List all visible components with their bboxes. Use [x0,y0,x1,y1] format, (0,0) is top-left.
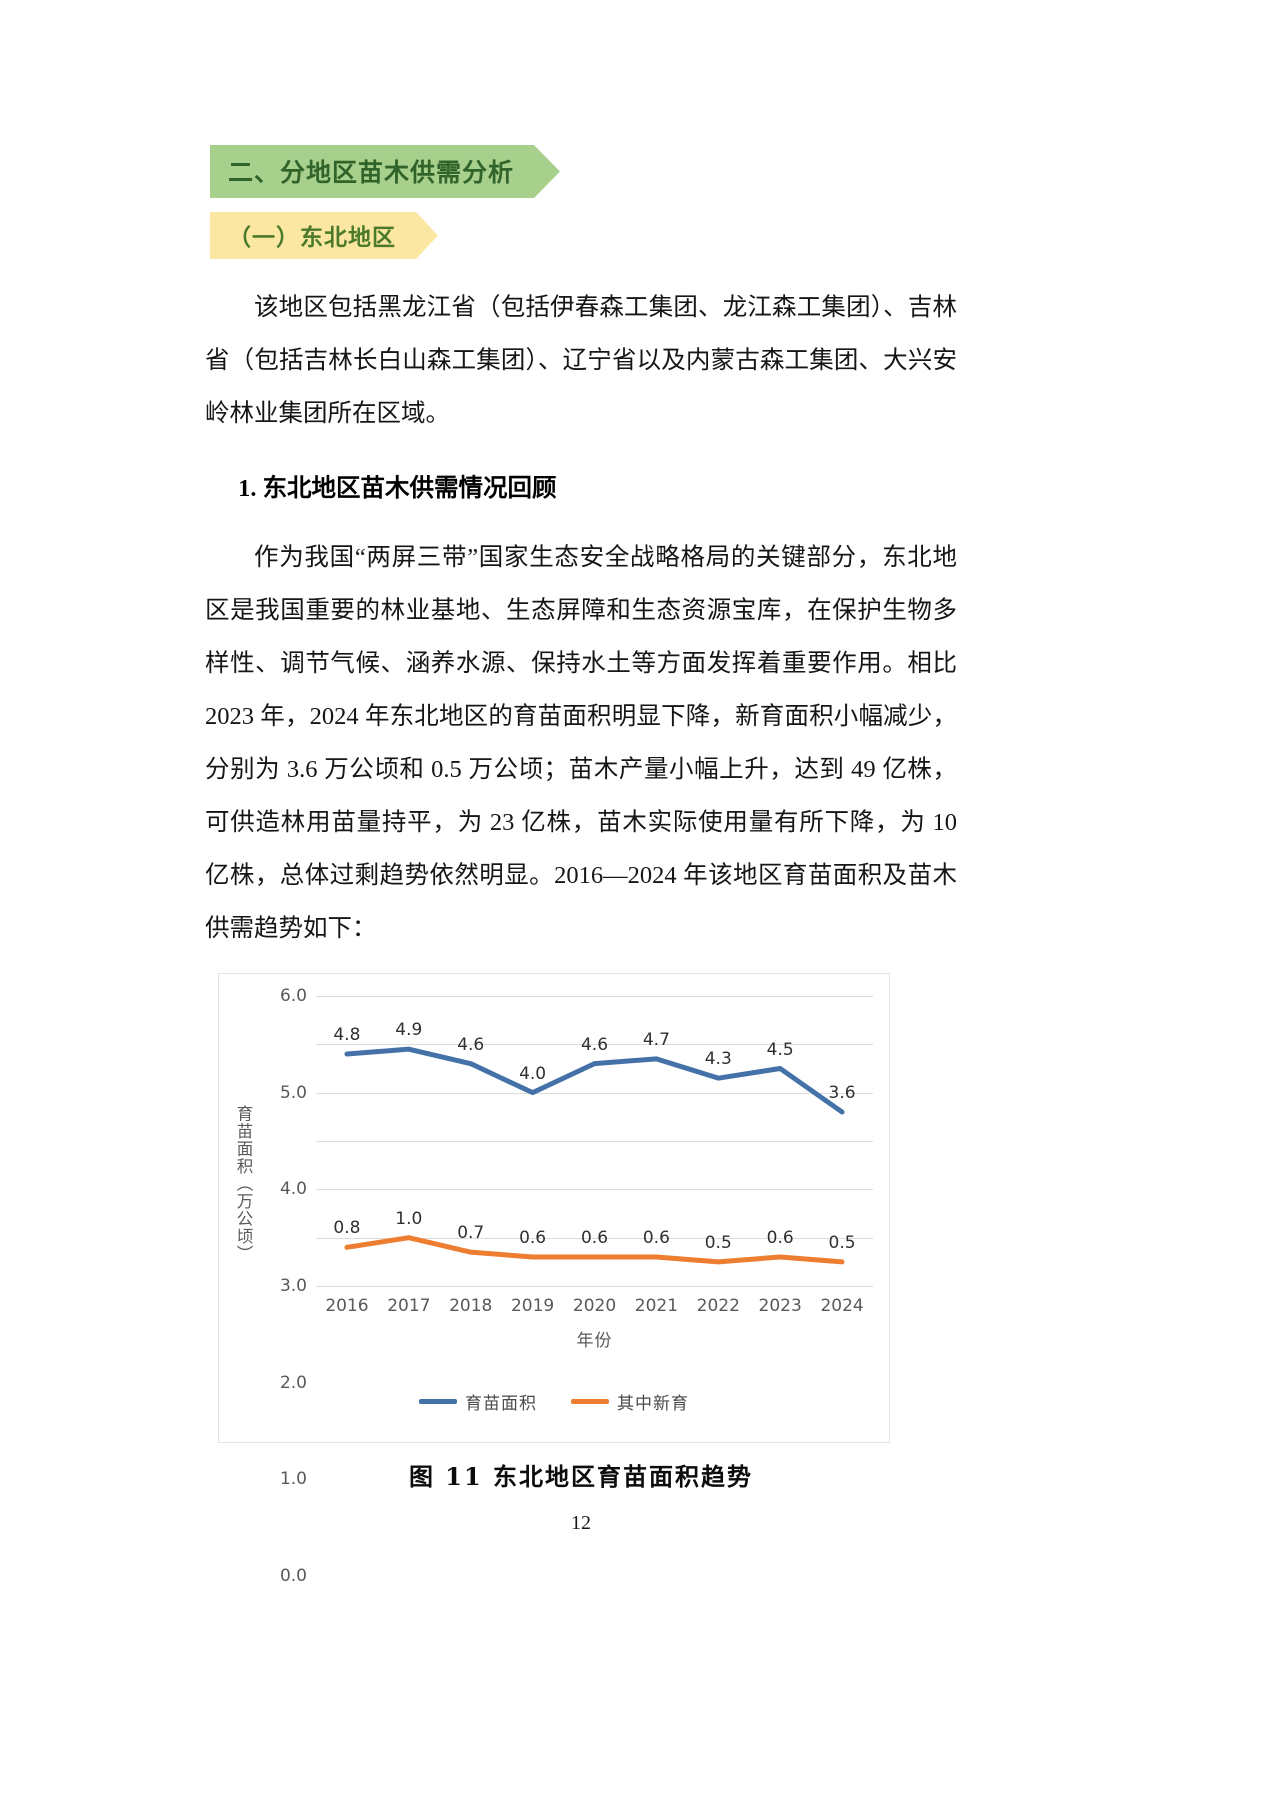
chart-x-tick-label: 2024 [820,1296,864,1316]
chart-line-育苗面积 [344,1046,845,1115]
chart-data-label: 0.8 [333,1218,361,1239]
chart-data-label: 4.8 [333,1025,361,1045]
chart-data-label: 4.7 [642,1029,670,1050]
chart-y-tick-label: 5.0 [279,1082,307,1103]
chart-series-lines [344,1046,845,1265]
page-number: 12 [571,1512,591,1534]
chart-gridline: 0.0 [280,1286,873,1586]
chart-data-label: 0.6 [642,1228,670,1248]
chart-data-label: 4.3 [704,1049,732,1070]
chart-data-label: 4.6 [457,1034,485,1055]
legend-color-swatch [419,1399,457,1404]
body-paragraph: 作为我国“两屏三带”国家生态安全战略格局的关键部分，东北地区是我国重要的林业基地… [205,544,957,942]
chart-data-label: 0.7 [457,1223,485,1244]
legend-label: 其中新育 [617,1394,689,1414]
chart-y-tick-label: 2.0 [279,1372,307,1393]
chart-x-tick-label: 2020 [572,1296,617,1316]
chart-plot-area: 0.0 1.0 2.0 3.0 4.0 5.0 6.0 4.8 4.9 4.6 4.0 4.6 4.7 4… [280,986,873,1586]
chart-gridline: 5.0 [280,1044,873,1103]
chart-data-label: 4.5 [766,1039,794,1060]
chart-data-label: 0.6 [766,1228,794,1248]
chart-gridline: 3.0 [280,1141,873,1296]
chart-x-axis-title: 年份 [576,1331,613,1351]
chart-y-tick-label: 4.0 [279,1179,307,1200]
chart-legend: 育苗面积 其中新育 [219,1389,889,1414]
chart-x-tick-label: 2016 [325,1296,369,1316]
chart-data-label: 0.5 [704,1232,732,1253]
chart-data-label: 1.0 [395,1208,423,1229]
chart-data-label: 0.6 [580,1228,609,1248]
section-heading-banner: 二、分地区苗木供需分析 [210,145,560,198]
chart-data-label: 4.6 [580,1034,609,1055]
chart-legend-item: 其中新育 [571,1389,689,1414]
chart-x-tick-label: 2017 [387,1296,431,1316]
chart-gridline: 6.0 [280,986,873,1006]
chart-container: 育苗面积（万公顷） 0.0 1.0 2.0 3.0 4.0 5.0 6.0 4.8 4.9 4.6… [218,973,890,1586]
figure-caption: 图 11 东北地区育苗面积趋势 [408,1462,754,1491]
chart-data-label: 3.6 [828,1083,856,1103]
chart-gridline: 4.0 [280,1092,873,1199]
legend-label: 育苗面积 [465,1394,537,1414]
chart-data-label: 4.9 [395,1020,423,1041]
chart-data-label: 0.5 [828,1232,856,1253]
chart-y-tick-label: 1.0 [279,1469,307,1490]
chart-x-tick-label: 2019 [510,1296,555,1316]
chart-line-其中新育 [344,1235,845,1265]
subsection-banner-row: （一）东北地区 [205,198,957,259]
page-content: 二、分地区苗木供需分析 （一）东北地区 该地区包括黑龙江省（包括伊春森工集团、龙… [205,0,957,1586]
chart-x-tick-label: 2021 [634,1296,679,1316]
chart-gridline: 1.0 [280,1237,873,1489]
chart-x-tick-labels: 2016 2017 2018 2019 2020 2021 2022 2023 2024 [316,1296,873,1316]
chart-x-tick-label: 2022 [696,1296,740,1316]
legend-color-swatch [571,1399,609,1404]
chart-gridline: 2.0 [280,1189,873,1393]
chart-legend-item: 育苗面积 [419,1389,537,1414]
chart-x-tick-label: 2018 [449,1296,493,1316]
chart-y-tick-label: 6.0 [279,986,307,1006]
chart-x-tick-label: 2023 [758,1296,802,1316]
chart-y-tick-label: 3.0 [279,1276,307,1296]
chart-y-axis-title: 育苗面积（万公顷） [234,1105,253,1263]
subsection-numbered-heading: 1. 东北地区苗木供需情况回顾 [238,475,557,502]
section-banner-row: 二、分地区苗木供需分析 [205,0,957,198]
chart-data-label: 4.0 [519,1063,547,1084]
chart-y-tick-label: 0.0 [279,1566,307,1586]
chart-data-label: 0.6 [519,1228,547,1248]
subsection-heading-banner: （一）东北地区 [210,212,438,259]
region-description-paragraph: 该地区包括黑龙江省（包括伊春森工集团、龙江森工集团）、吉林省（包括吉林长白山森工… [205,294,957,427]
